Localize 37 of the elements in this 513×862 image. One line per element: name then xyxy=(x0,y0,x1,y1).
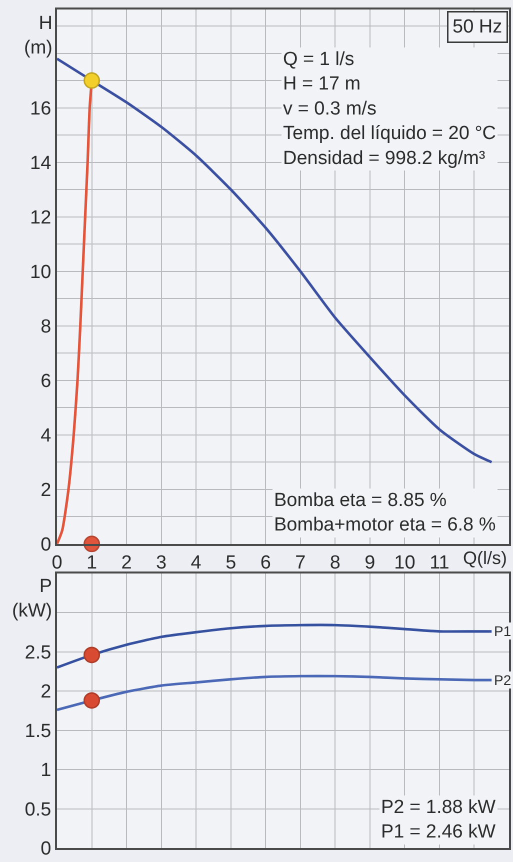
y-tick-label: 1.5 xyxy=(24,720,52,742)
y-tick-label: 2 xyxy=(40,480,52,502)
series-label: P1 xyxy=(494,623,512,639)
y-tick-label: 8 xyxy=(40,316,52,338)
y-tick-label: 2 xyxy=(40,682,52,703)
line-series xyxy=(57,674,493,712)
annotation: P2 = 1.88 kW P1 = 2.46 kW xyxy=(381,797,496,843)
y-tick-label: 2.5 xyxy=(24,642,52,664)
y-axis-title: H (m) xyxy=(24,13,52,59)
chart-title: 50 Hz xyxy=(452,16,502,38)
x-tick-label: 10 xyxy=(394,552,416,574)
y-tick-label: 0.5 xyxy=(24,799,52,820)
y-tick-label: 12 xyxy=(30,207,52,228)
y-tick-label: 4 xyxy=(40,426,52,447)
y-tick-label: 0 xyxy=(40,838,52,860)
annotation: Bomba eta = 8.85 % Bomba+motor eta = 6.8 % xyxy=(274,490,496,536)
y-tick-label: 6 xyxy=(40,371,52,392)
x-tick-label: 3 xyxy=(156,552,167,574)
series-label: P2 xyxy=(494,672,512,688)
x-tick-label: 11 xyxy=(430,552,450,574)
x-axis-title: Q(l/s) xyxy=(463,548,507,568)
y-tick-label: 14 xyxy=(30,152,52,174)
x-tick-label: 5 xyxy=(226,552,236,574)
x-tick-label: 6 xyxy=(260,552,271,574)
y-tick-label: 1 xyxy=(40,760,52,782)
x-tick-label: 7 xyxy=(295,552,306,574)
y-tick-label: 16 xyxy=(30,98,52,120)
y-tick-label: 10 xyxy=(30,262,52,283)
x-tick-label: 4 xyxy=(190,552,202,574)
line-series xyxy=(57,624,493,669)
y-tick-label: 0 xyxy=(40,534,52,556)
y-axis-title: P (kW) xyxy=(12,576,52,622)
x-tick-label: 2 xyxy=(121,552,132,574)
x-tick-label: 8 xyxy=(330,552,340,574)
annotation: Q = 1 l/s H = 17 m v = 0.3 m/s Temp. del líquido = 20 °C Densidad = 998.2 kg/m³ xyxy=(283,49,496,169)
x-tick-label: 1 xyxy=(86,552,98,574)
x-tick-label: 9 xyxy=(364,552,376,574)
